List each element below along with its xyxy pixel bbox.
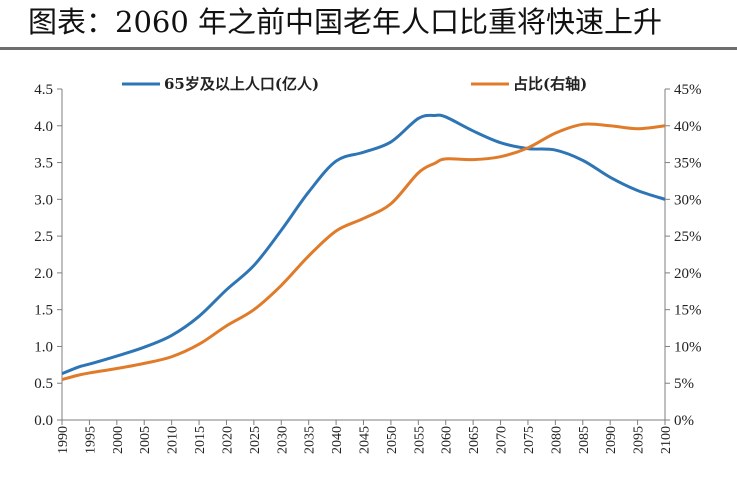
x-tick-label: 2045 [358, 426, 373, 454]
y-left-tick-label: 1.0 [34, 339, 53, 355]
y-right-tick-label: 0% [674, 413, 694, 429]
y-left-tick-label: 1.5 [34, 303, 53, 319]
page-title: 图表：2060 年之前中国老年人口比重将快速上升 [28, 5, 663, 39]
line-chart: 0.0 0.5 1.0 1.5 2.0 2.5 3.0 3.5 4.0 4.5 0% 5% 10% 15%… [34, 75, 702, 454]
y-left-tick-label: 2.0 [34, 266, 53, 282]
y-right-tick-label: 35% [674, 156, 702, 172]
y-right-tick-label: 40% [674, 119, 702, 135]
legend-label-population: 65岁及以上人口(亿人) [164, 75, 319, 93]
x-tick-label: 2025 [248, 426, 263, 454]
x-tick-label: 2085 [577, 426, 592, 454]
y-left-tick-label: 3.0 [34, 192, 53, 208]
x-tick-label: 2050 [385, 426, 400, 454]
series-line-population [61, 113, 666, 376]
y-left-tick-label: 3.5 [34, 156, 53, 172]
y-right-tick-label: 10% [674, 339, 702, 355]
y-right-tick-label: 20% [674, 266, 702, 282]
y-left-tick-label: 4.0 [34, 119, 53, 135]
legend-label-share: 占比(右轴) [513, 75, 587, 93]
y-left-tick-label: 0.0 [34, 413, 53, 429]
series-line-share [61, 122, 666, 381]
x-tick-label: 2000 [111, 426, 126, 454]
x-tick-label: 2020 [220, 426, 235, 454]
x-tick-label: 2055 [412, 426, 427, 454]
x-tick-label: 2070 [495, 426, 510, 454]
x-tick-label: 2035 [303, 426, 318, 454]
y-left-tick-label: 4.5 [34, 82, 53, 98]
x-tick-label: 2080 [549, 426, 564, 454]
x-tick-label: 2075 [522, 426, 537, 454]
x-tick-label: 2015 [193, 426, 208, 454]
x-tick-label: 2100 [659, 426, 674, 454]
x-tick-label: 2090 [604, 426, 619, 454]
x-tick-label: 2010 [166, 426, 181, 454]
x-tick-label: 2030 [275, 426, 290, 454]
x-tick-label: 2040 [330, 426, 345, 454]
y-right-tick-label: 5% [674, 376, 694, 392]
y-right-tick-label: 45% [674, 82, 702, 98]
title-divider [0, 47, 737, 50]
y-left-tick-label: 0.5 [34, 376, 53, 392]
x-tick-label: 2060 [440, 426, 455, 454]
x-tick-label: 2005 [138, 426, 153, 454]
x-tick-label: 2095 [632, 426, 647, 454]
y-right-tick-label: 25% [674, 229, 702, 245]
y-right-tick-label: 30% [674, 192, 702, 208]
x-tick-label: 2065 [467, 426, 482, 454]
y-right-tick-label: 15% [674, 303, 702, 319]
x-tick-label: 1995 [83, 426, 98, 454]
x-tick-label: 1990 [56, 426, 71, 454]
y-left-tick-label: 2.5 [34, 229, 53, 245]
